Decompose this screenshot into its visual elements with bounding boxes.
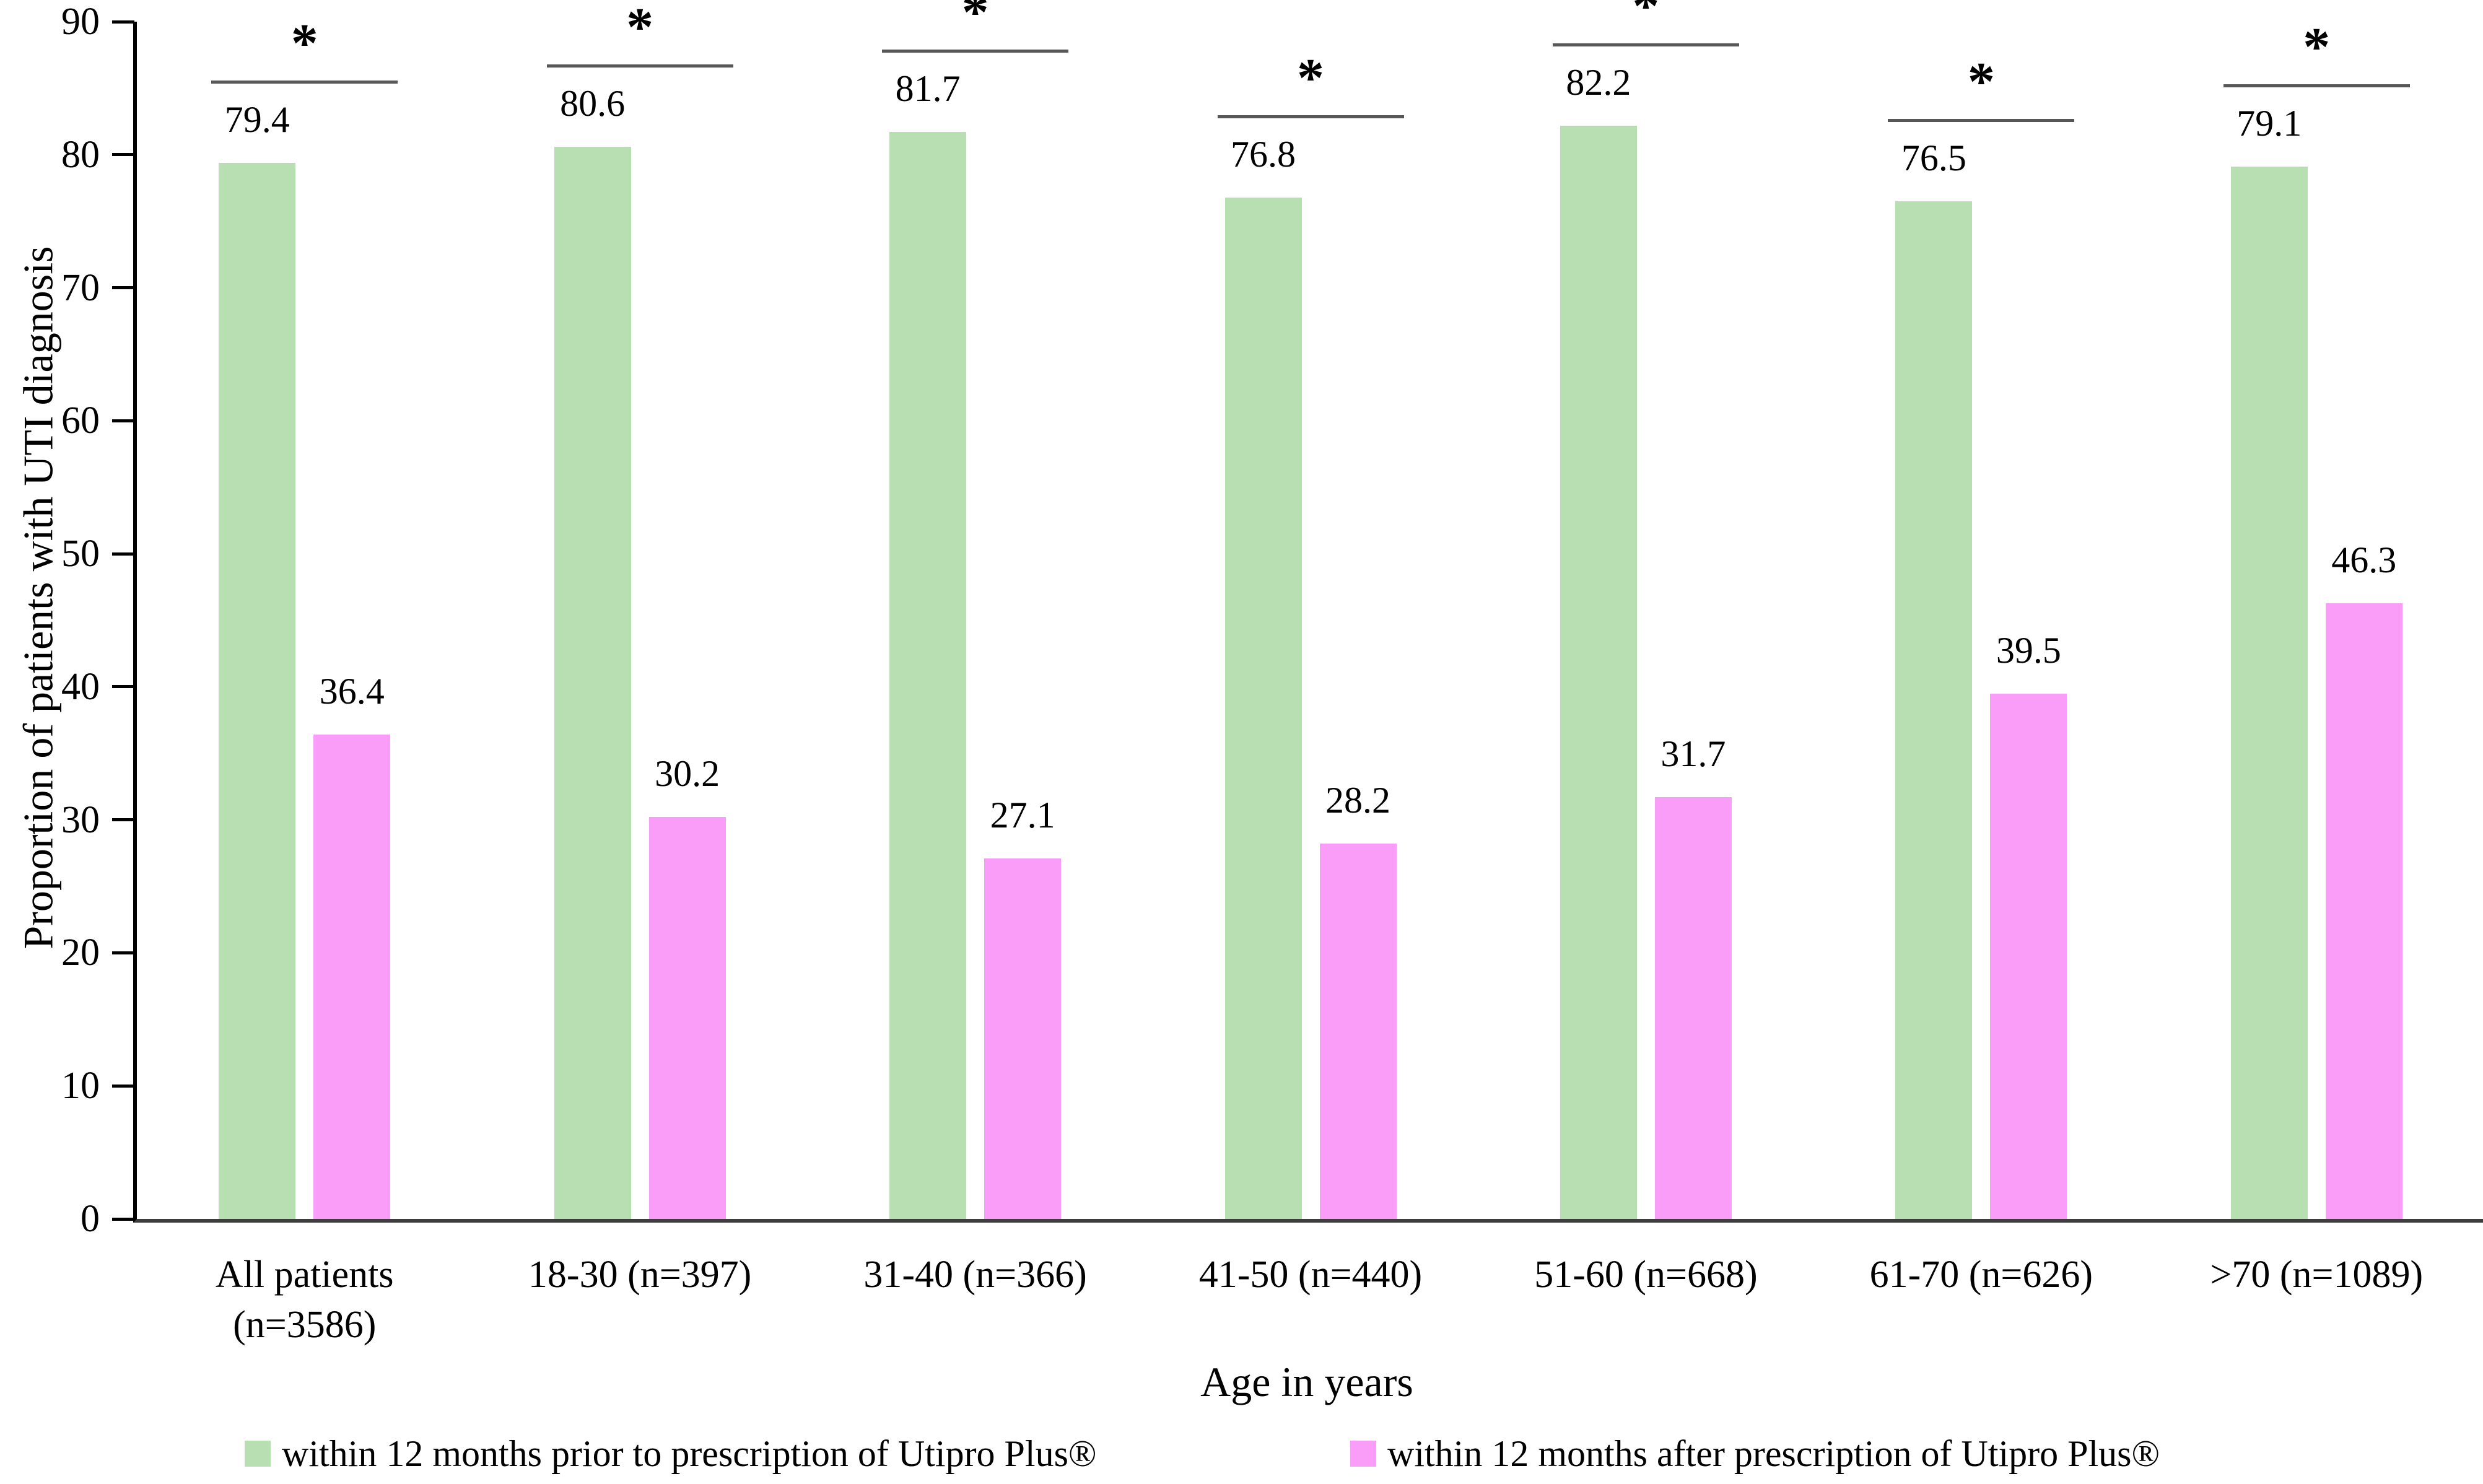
bar-prior xyxy=(2230,167,2308,1219)
bar-after xyxy=(1654,797,1732,1219)
bar-prior xyxy=(1895,201,1973,1219)
bar-value-label-prior: 76.8 xyxy=(1231,133,1296,175)
bar-value-label-prior: 79.4 xyxy=(224,98,290,140)
legend-item-prior: within 12 months prior to prescription o… xyxy=(245,1434,1097,1473)
significance-asterisk: * xyxy=(2303,17,2331,78)
bar-value-label-prior: 76.5 xyxy=(1901,137,1966,178)
significance-line xyxy=(546,64,733,68)
x-axis-category-label: All patients (n=3586) xyxy=(215,1254,394,1346)
bar-value-label-after: 28.2 xyxy=(1325,780,1390,821)
significance-asterisk: * xyxy=(961,0,989,43)
x-axis-category-label: 41-50 (n=440) xyxy=(1198,1254,1423,1296)
significance-line xyxy=(1217,115,1404,118)
significance-asterisk: * xyxy=(1632,0,1660,37)
y-axis-tick-label: 90 xyxy=(61,1,100,43)
x-axis-category-label: >70 (n=1089) xyxy=(2210,1254,2424,1296)
significance-asterisk: * xyxy=(290,13,318,74)
y-axis-tick xyxy=(112,685,134,689)
y-axis-tick-label: 10 xyxy=(61,1065,100,1107)
bar-after xyxy=(313,735,391,1219)
x-axis-category-label: 18-30 (n=397) xyxy=(528,1254,752,1296)
bar-value-label-after: 30.2 xyxy=(655,753,720,795)
legend-label-after: within 12 months after prescription of U… xyxy=(1387,1433,2160,1474)
significance-line xyxy=(2223,84,2410,88)
legend-item-after: within 12 months after prescription of U… xyxy=(1350,1434,2160,1473)
bar-prior xyxy=(1560,125,1637,1219)
x-axis-category-label: 61-70 (n=626) xyxy=(1869,1254,2093,1296)
bar-value-label-after: 31.7 xyxy=(1660,733,1726,775)
y-axis-tick xyxy=(112,153,134,157)
bar-after xyxy=(2325,603,2402,1219)
y-axis-tick-label: 0 xyxy=(81,1198,100,1240)
significance-line xyxy=(211,80,398,84)
x-axis-title: Age in years xyxy=(1200,1358,1413,1405)
bar-after xyxy=(1990,693,2067,1219)
y-axis-tick-label: 60 xyxy=(61,399,100,442)
y-axis-tick xyxy=(112,419,134,422)
significance-line xyxy=(882,50,1069,53)
y-axis-tick-label: 20 xyxy=(61,932,100,974)
y-axis-tick-label: 30 xyxy=(61,798,100,841)
y-axis-tick xyxy=(112,1084,134,1088)
bar-value-label-after: 46.3 xyxy=(2331,539,2397,580)
bar-prior xyxy=(219,162,296,1219)
y-axis-tick-label: 70 xyxy=(61,266,100,309)
bar-prior xyxy=(554,146,631,1219)
y-axis-tick xyxy=(112,20,134,24)
bar-value-label-after: 39.5 xyxy=(1996,629,2061,671)
bar-after xyxy=(1319,844,1397,1219)
bar-value-label-after: 36.4 xyxy=(319,671,385,712)
y-axis-tick xyxy=(112,286,134,290)
y-axis-tick-label: 40 xyxy=(61,665,100,708)
legend-swatch-prior xyxy=(245,1441,271,1467)
x-axis-category-label: 51-60 (n=668) xyxy=(1534,1254,1758,1296)
y-axis-tick xyxy=(112,818,134,822)
y-axis-tick-label: 50 xyxy=(61,533,100,575)
significance-asterisk: * xyxy=(1967,51,1995,112)
bar-after xyxy=(984,858,1062,1219)
bar-after xyxy=(648,817,726,1219)
y-axis-tick-label: 80 xyxy=(61,133,100,176)
significance-line xyxy=(1552,43,1739,46)
significance-asterisk: * xyxy=(626,0,654,58)
bar-prior xyxy=(889,132,967,1219)
bar-value-label-after: 27.1 xyxy=(990,794,1055,836)
bar-prior xyxy=(1224,197,1302,1219)
legend-swatch-after xyxy=(1350,1441,1376,1467)
plot-area: 0 10 20 30 40 50 60 70 80 90 79.4 36.4 * All patients… xyxy=(61,0,2483,1346)
significance-line xyxy=(1888,118,2075,122)
y-axis-tick xyxy=(112,552,134,556)
y-axis-title: Proportion of patients with UTI diagnosi… xyxy=(14,246,62,949)
bar-value-label-prior: 79.1 xyxy=(2236,103,2302,144)
bar-value-label-prior: 80.6 xyxy=(560,82,626,124)
bar-value-label-prior: 81.7 xyxy=(895,68,961,110)
legend-label-prior: within 12 months prior to prescription o… xyxy=(282,1433,1097,1474)
y-axis-tick xyxy=(112,1217,134,1221)
bar-value-label-prior: 82.2 xyxy=(1566,61,1631,103)
y-axis-tick xyxy=(112,951,134,954)
significance-asterisk: * xyxy=(1297,48,1324,108)
x-axis-category-label: 31-40 (n=366) xyxy=(863,1254,1087,1296)
